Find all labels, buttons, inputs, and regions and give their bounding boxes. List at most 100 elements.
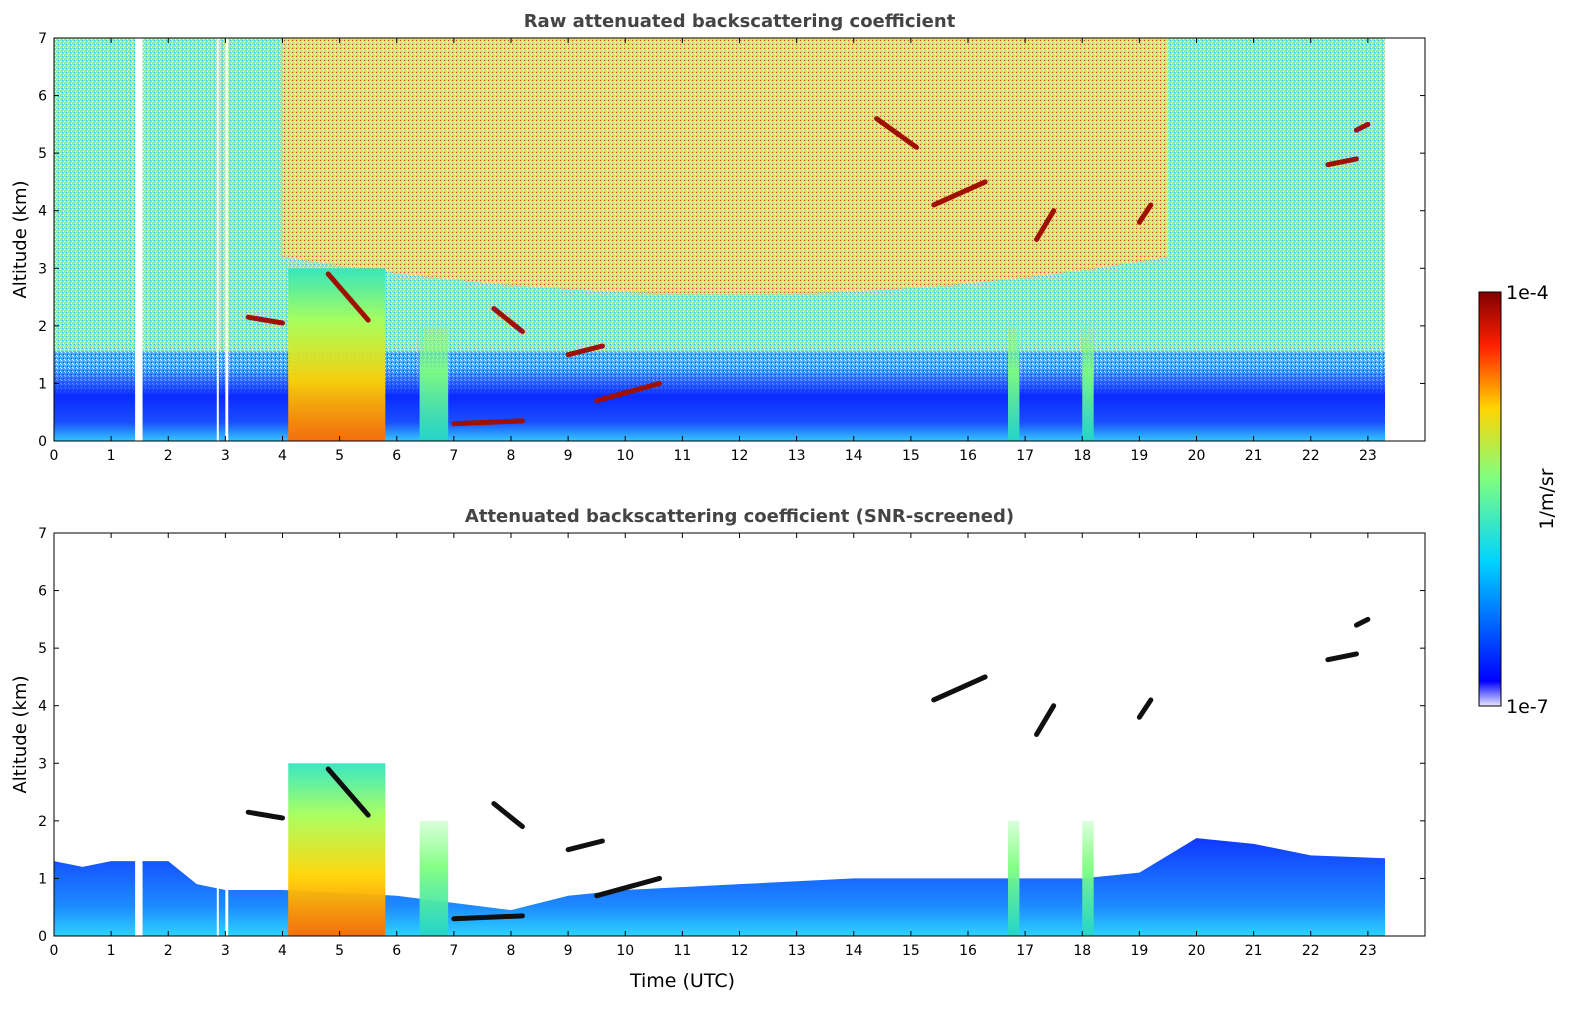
x-tick-label: 23	[1359, 943, 1377, 959]
x-tick-label: 20	[1188, 448, 1206, 464]
x-tick-label: 6	[392, 943, 401, 959]
y-tick-label: 4	[38, 699, 47, 715]
cloud-segment	[931, 674, 988, 703]
missing-data-gap	[135, 533, 143, 936]
y-axis-label: Altitude (km)	[10, 180, 31, 298]
y-tick-label: 6	[38, 584, 47, 600]
x-tick-label: 6	[392, 448, 401, 464]
precipitation-column	[288, 763, 386, 936]
y-tick-label: 0	[38, 434, 47, 450]
cloud-segment	[451, 913, 525, 922]
y-tick-label: 5	[38, 146, 47, 162]
precipitation-column	[1082, 820, 1094, 936]
cloud-segment	[1353, 616, 1371, 628]
x-tick-label: 23	[1359, 448, 1377, 464]
x-tick-label: 3	[221, 448, 230, 464]
cloud-segment	[245, 809, 285, 821]
cloud-segment	[1034, 208, 1057, 242]
x-tick-label: 5	[335, 448, 344, 464]
y-tick-label: 3	[38, 261, 47, 277]
x-tick-label: 17	[1016, 448, 1034, 464]
heatmap-field-2	[54, 533, 1425, 936]
missing-data-gap	[225, 38, 229, 441]
x-tick-label: 11	[673, 943, 691, 959]
no-data-region	[1385, 38, 1425, 441]
daytime-high-noise	[282, 38, 1168, 295]
cloud-segment	[491, 306, 525, 335]
x-tick-label: 2	[164, 943, 173, 959]
y-tick-label: 6	[38, 89, 47, 105]
cloud-segment	[325, 766, 371, 818]
x-tick-label: 12	[731, 448, 749, 464]
cloud-segment	[1325, 651, 1359, 663]
x-tick-label: 16	[959, 448, 977, 464]
cloud-segment	[1353, 121, 1371, 133]
x-tick-label: 21	[1245, 943, 1263, 959]
x-tick-label: 18	[1073, 448, 1091, 464]
colorbar-unit-label: 1/m/sr	[1536, 468, 1558, 529]
cloud-segment	[931, 179, 988, 208]
cloud-segment	[594, 875, 663, 899]
x-tick-label: 20	[1188, 943, 1206, 959]
x-tick-label: 7	[449, 448, 458, 464]
x-tick-label: 17	[1016, 943, 1034, 959]
colorbar-max-label: 1e-4	[1506, 282, 1549, 304]
x-tick-label: 13	[788, 943, 806, 959]
x-tick-label: 8	[507, 943, 516, 959]
y-tick-label: 5	[38, 641, 47, 657]
x-tick-label: 9	[564, 943, 573, 959]
precipitation-column	[288, 268, 386, 441]
panel-2: 0 1 2 3 4 5 6 7 8 9 10 11 12 13 14 15 16 17 18 19 20 21 22 2301…	[10, 506, 1426, 992]
cloud-segment	[874, 116, 920, 150]
chart-title: Raw attenuated backscattering coefficien…	[524, 11, 956, 32]
x-axis-label: Time (UTC)	[629, 970, 735, 992]
x-tick-label: 11	[673, 448, 691, 464]
x-tick-label: 0	[50, 448, 59, 464]
panel-1: 0 1 2 3 4 5 6 7 8 9 10 11 12 13 14 15 16 17 18 19 20 21 22 2301…	[10, 11, 1426, 464]
x-tick-label: 14	[845, 448, 863, 464]
y-axis-label: Altitude (km)	[10, 675, 31, 793]
missing-data-gap	[225, 533, 229, 936]
cloud-segment	[565, 838, 605, 853]
cloud-segment	[1034, 703, 1057, 737]
cloud-segment	[1136, 697, 1154, 720]
x-tick-label: 1	[107, 448, 116, 464]
x-tick-label: 12	[731, 943, 749, 959]
y-tick-label: 7	[38, 526, 47, 542]
cloud-segment	[1325, 156, 1359, 168]
x-tick-label: 4	[278, 448, 287, 464]
precipitation-column	[1007, 325, 1020, 441]
precipitation-column	[419, 325, 449, 441]
cloud-segment	[451, 418, 525, 427]
x-tick-label: 4	[278, 943, 287, 959]
colorbar: 1e-4 1e-7 1/m/sr	[1478, 282, 1558, 718]
x-tick-label: 14	[845, 943, 863, 959]
x-tick-label: 8	[507, 448, 516, 464]
cloud-segment	[491, 801, 525, 830]
colorbar-min-label: 1e-7	[1506, 696, 1549, 718]
x-tick-label: 21	[1245, 448, 1263, 464]
x-tick-label: 3	[221, 943, 230, 959]
aerosol-layer	[54, 366, 1386, 441]
y-tick-label: 1	[38, 376, 47, 392]
x-tick-label: 19	[1130, 943, 1148, 959]
missing-data-gap	[135, 38, 143, 441]
x-tick-label: 16	[959, 943, 977, 959]
x-tick-label: 22	[1302, 943, 1320, 959]
aerosol-layer	[54, 838, 1386, 936]
precipitation-column	[1007, 820, 1020, 936]
x-tick-label: 10	[616, 448, 634, 464]
y-tick-label: 3	[38, 756, 47, 772]
precipitation-column	[1082, 325, 1094, 441]
x-tick-label: 10	[616, 943, 634, 959]
y-tick-label: 0	[38, 929, 47, 945]
no-data-region	[1385, 533, 1425, 936]
y-tick-label: 2	[38, 814, 47, 830]
x-tick-label: 22	[1302, 448, 1320, 464]
chart-title: Attenuated backscattering coefficient (S…	[465, 506, 1014, 527]
heatmap-field-1	[54, 38, 1425, 441]
x-tick-label: 15	[902, 943, 920, 959]
y-tick-label: 7	[38, 31, 47, 47]
x-tick-label: 0	[50, 943, 59, 959]
